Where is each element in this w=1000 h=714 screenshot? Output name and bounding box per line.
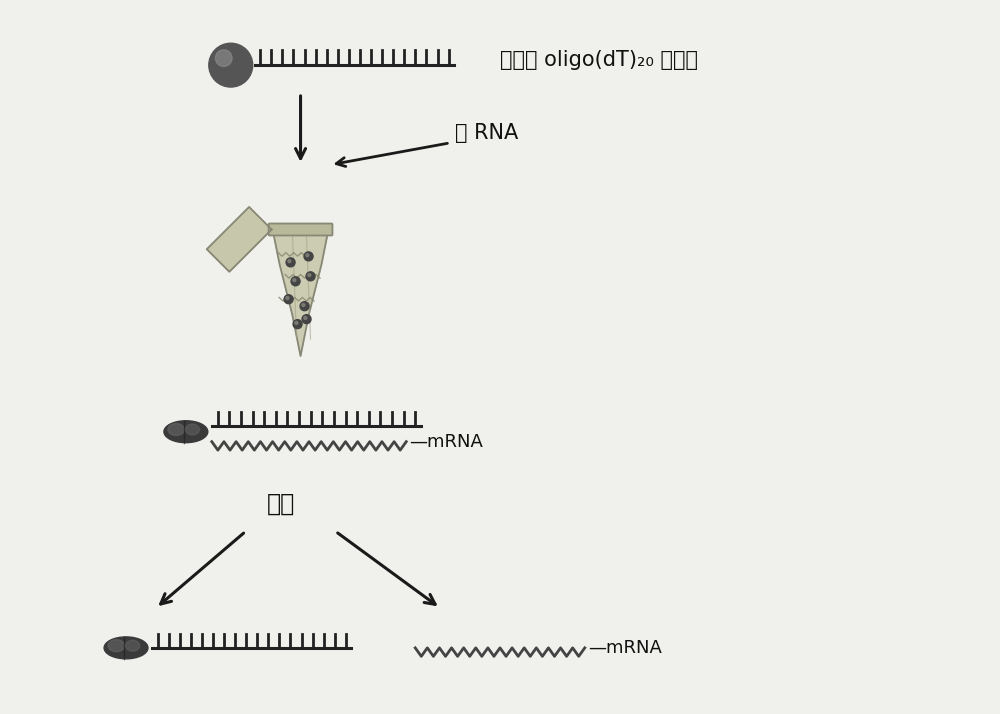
Ellipse shape [104,637,148,659]
Ellipse shape [164,421,208,443]
Text: 洗脱: 洗脱 [266,491,295,516]
Circle shape [306,253,309,257]
Circle shape [215,50,232,66]
Circle shape [286,296,289,300]
Text: 总 RNA: 总 RNA [455,123,518,143]
FancyBboxPatch shape [269,223,332,236]
Circle shape [302,315,311,323]
Ellipse shape [126,640,140,651]
Text: —mRNA: —mRNA [588,639,662,657]
Circle shape [293,278,296,281]
Circle shape [284,295,293,303]
Circle shape [304,252,313,261]
Circle shape [295,321,298,324]
Ellipse shape [168,423,185,436]
Text: 偶联有 oligo(dT)₂₀ 的磁粒: 偶联有 oligo(dT)₂₀ 的磁粒 [500,50,698,70]
Circle shape [209,44,253,87]
Text: —mRNA: —mRNA [409,433,483,451]
Circle shape [288,260,291,263]
Ellipse shape [185,424,199,435]
Circle shape [302,303,305,306]
Circle shape [308,273,311,276]
Circle shape [304,316,307,319]
Polygon shape [273,229,328,356]
Circle shape [306,272,315,281]
Circle shape [300,302,309,311]
Circle shape [291,277,300,286]
Circle shape [286,258,295,267]
Polygon shape [207,207,272,272]
Ellipse shape [108,640,125,652]
Circle shape [293,320,302,328]
